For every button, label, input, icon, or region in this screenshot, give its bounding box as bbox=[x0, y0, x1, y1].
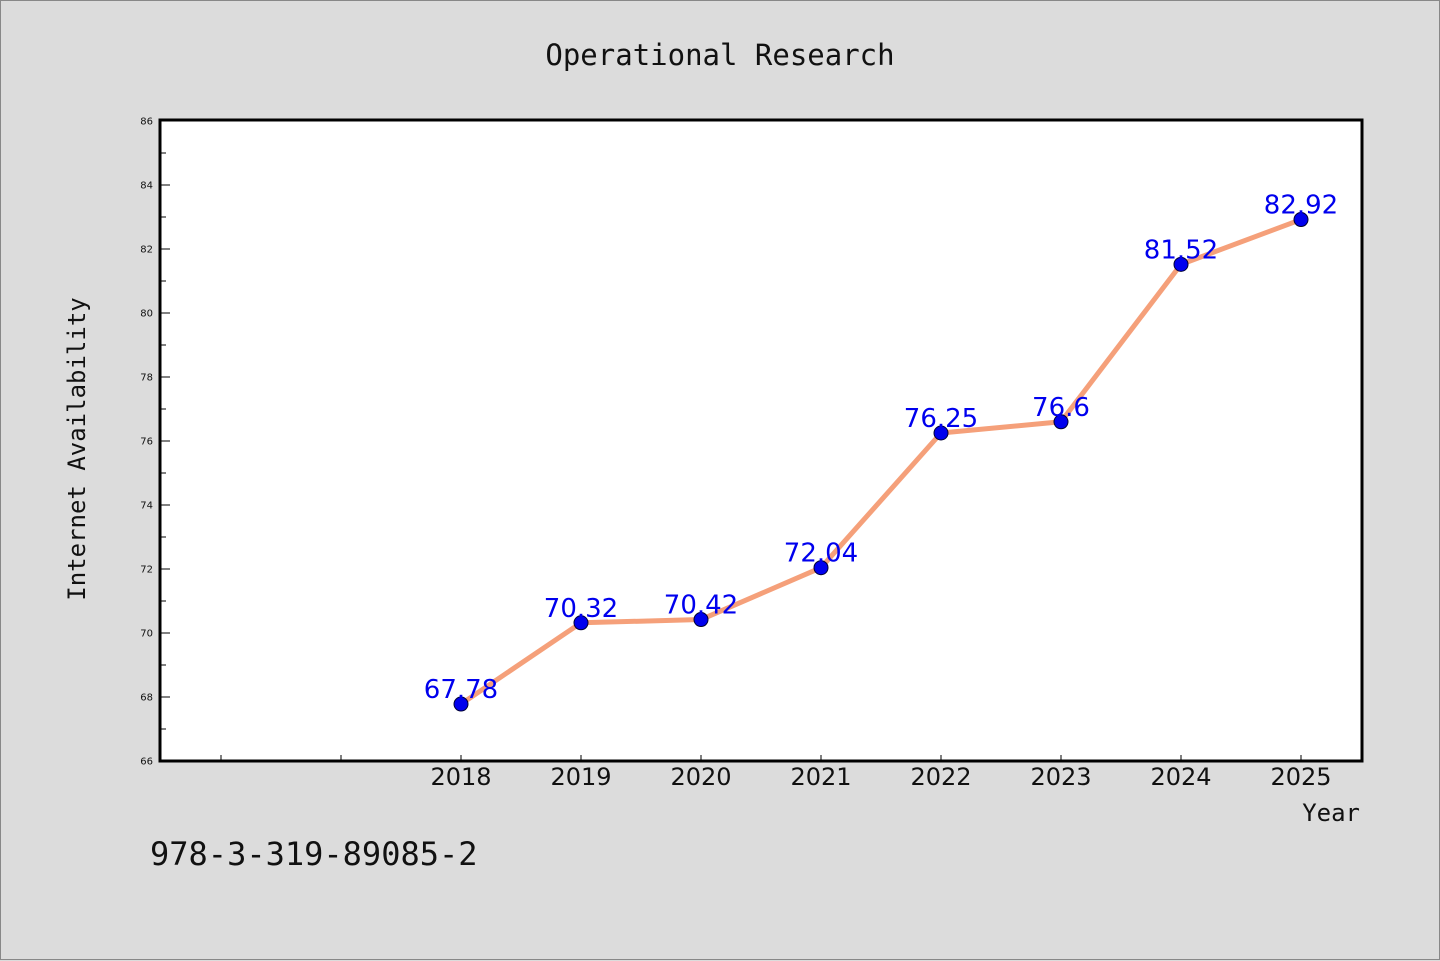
y-axis: 66 68 70 72 74 76 78 80 82 84 86 bbox=[140, 117, 170, 768]
y-tick-label: 66 bbox=[140, 757, 153, 768]
y-axis-title: Internet Availability bbox=[63, 297, 91, 600]
x-tick-label: 2019 bbox=[550, 763, 611, 791]
data-label: 70.32 bbox=[544, 594, 618, 624]
y-tick-label: 68 bbox=[140, 693, 153, 704]
data-point bbox=[813, 560, 829, 576]
y-tick-label: 84 bbox=[140, 181, 153, 192]
data-point bbox=[1053, 414, 1069, 430]
y-tick-label: 74 bbox=[140, 501, 153, 512]
isbn-text: 978-3-319-89085-2 bbox=[150, 835, 478, 873]
y-tick-label: 80 bbox=[140, 309, 153, 320]
data-point bbox=[933, 425, 949, 441]
y-tick-label: 76 bbox=[140, 437, 153, 448]
series-line bbox=[458, 217, 1304, 707]
data-point bbox=[1293, 212, 1309, 228]
data-label: 72.04 bbox=[784, 539, 858, 569]
x-tick-label: 2024 bbox=[1150, 763, 1211, 791]
data-point bbox=[573, 615, 589, 631]
x-tick-label: 2022 bbox=[910, 763, 971, 791]
data-label: 76.25 bbox=[904, 404, 978, 434]
x-tick-label: 2025 bbox=[1270, 763, 1331, 791]
data-label: 76.6 bbox=[1032, 393, 1090, 423]
x-tick-label: 2018 bbox=[430, 763, 491, 791]
x-axis: 2018 2019 2020 2021 2022 2023 2024 2025 bbox=[220, 755, 1332, 791]
y-tick-label: 70 bbox=[140, 629, 153, 640]
x-axis-title: Year bbox=[1302, 799, 1360, 827]
data-point bbox=[1173, 256, 1189, 272]
y-tick-label: 72 bbox=[140, 565, 153, 576]
data-label: 82.92 bbox=[1264, 191, 1338, 221]
plot-area bbox=[158, 118, 1364, 763]
y-tick-label: 82 bbox=[140, 245, 153, 256]
x-tick-label: 2020 bbox=[670, 763, 731, 791]
x-tick-label: 2023 bbox=[1030, 763, 1091, 791]
x-tick-label: 2021 bbox=[790, 763, 851, 791]
data-markers bbox=[453, 212, 1309, 712]
data-labels: 67.78 70.32 70.42 72.04 76.25 76.6 81.52 82.92 bbox=[424, 191, 1338, 705]
data-label: 67.78 bbox=[424, 675, 498, 705]
y-tick-label: 78 bbox=[140, 373, 153, 384]
y-tick-label: 86 bbox=[140, 117, 153, 128]
data-point bbox=[453, 696, 469, 712]
data-label: 81.52 bbox=[1144, 235, 1218, 265]
data-label: 70.42 bbox=[664, 591, 738, 621]
chart-title: Operational Research bbox=[545, 38, 894, 72]
data-point bbox=[693, 612, 709, 628]
